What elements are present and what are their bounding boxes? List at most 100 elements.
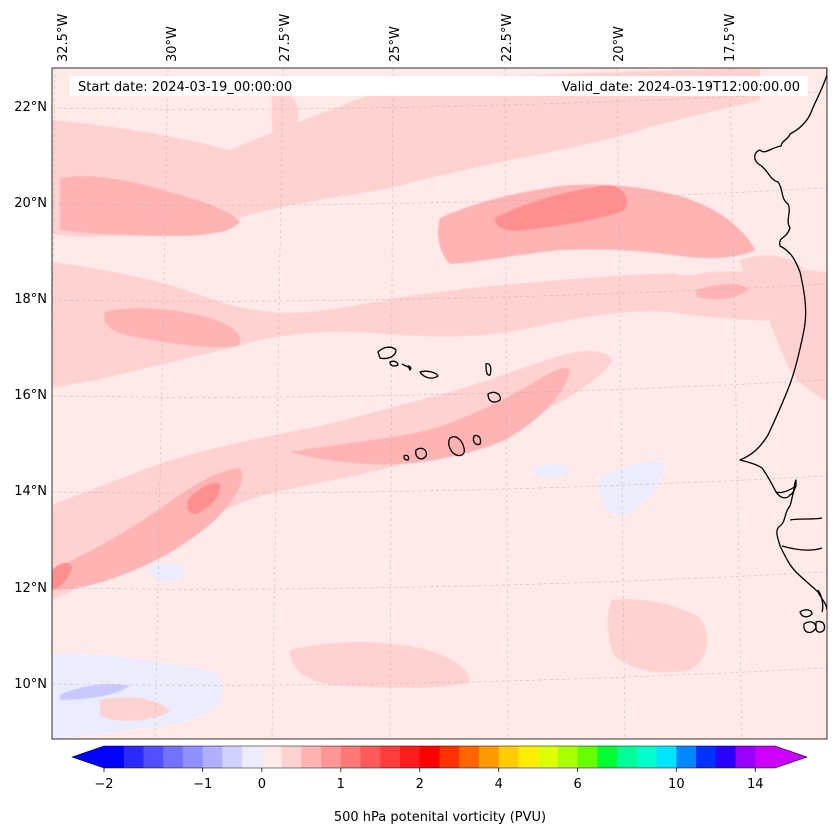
graticule bbox=[52, 68, 827, 739]
colorbar-cell bbox=[617, 746, 638, 768]
island-fogo bbox=[415, 447, 428, 460]
colorbar-cell bbox=[104, 746, 125, 768]
pv-band-nw-blob bbox=[272, 93, 299, 186]
colorbar-cell bbox=[321, 746, 342, 768]
colorbar-tick-label: 10 bbox=[668, 777, 685, 792]
colorbar-tick-label: 4 bbox=[495, 777, 503, 792]
lon-label: 30°W bbox=[165, 26, 180, 62]
pv-band-north bbox=[52, 68, 760, 237]
island-sao-vicente bbox=[389, 360, 399, 367]
island-santo-antao bbox=[377, 346, 397, 360]
colorbar-cell bbox=[597, 746, 618, 768]
lat-label: 18°N bbox=[14, 292, 47, 307]
island-santiago bbox=[448, 436, 465, 457]
lat-label: 14°N bbox=[14, 484, 47, 499]
pv-high-ne-small bbox=[696, 284, 748, 300]
lon-label: 25°W bbox=[388, 26, 403, 62]
colorbar-cell bbox=[478, 746, 500, 768]
pv-low-patch bbox=[530, 464, 572, 478]
bissagos-islands bbox=[799, 609, 813, 618]
colorbar-cells bbox=[104, 746, 776, 768]
lat-label: 20°N bbox=[14, 196, 47, 211]
colorbar: −2 −1 0 1 2 4 6 10 14 500 hPa potenital vorticit… bbox=[71, 745, 808, 825]
lat-label: 10°N bbox=[14, 677, 47, 692]
lat-label: 22°N bbox=[14, 100, 47, 115]
pv-band-mid bbox=[52, 262, 800, 388]
pv-field bbox=[52, 68, 827, 739]
pv-low-patch bbox=[52, 653, 223, 739]
colorbar-cell bbox=[676, 746, 697, 768]
pv-peak-north bbox=[495, 185, 627, 231]
pv-high-north bbox=[60, 175, 240, 236]
lat-label: 12°N bbox=[14, 581, 47, 596]
colorbar-cell bbox=[696, 746, 717, 768]
island-brava bbox=[403, 454, 410, 461]
pv-band-sw bbox=[100, 697, 170, 721]
colorbar-tick-label: 14 bbox=[747, 777, 764, 792]
colorbar-cell bbox=[755, 746, 776, 768]
lat-label: 16°N bbox=[14, 388, 47, 403]
colorbar-cell bbox=[439, 746, 460, 768]
colorbar-cell bbox=[636, 746, 657, 768]
pv-band-jet bbox=[52, 350, 612, 600]
lon-label: 27.5°W bbox=[278, 14, 293, 62]
map-frame bbox=[51, 67, 828, 740]
colorbar-cell bbox=[261, 746, 283, 768]
africa-coastline bbox=[739, 68, 827, 611]
colorbar-cell bbox=[577, 746, 598, 768]
latitude-labels: 22°N 20°N 18°N 16°N 14°N 12°N 10°N bbox=[14, 100, 47, 692]
pv-hole bbox=[672, 262, 710, 276]
valid-date-label: Valid_date: 2024-03-19T12:00:00.00 bbox=[562, 80, 800, 95]
colorbar-cell bbox=[340, 746, 361, 768]
header-box bbox=[70, 76, 808, 96]
pv-high-north-east bbox=[438, 184, 755, 264]
bissagos-islands-3 bbox=[815, 620, 826, 633]
pv-hole bbox=[680, 124, 712, 139]
coastlines bbox=[377, 68, 827, 634]
pv-high-mid bbox=[104, 308, 241, 348]
colorbar-cell bbox=[735, 746, 756, 768]
colorbar-tick-label: −2 bbox=[94, 777, 113, 792]
coast-detail-1 bbox=[789, 517, 823, 521]
pv-hole bbox=[275, 216, 302, 234]
colorbar-cell bbox=[459, 746, 480, 768]
colorbar-ticks: −2 −1 0 1 2 4 6 10 14 bbox=[94, 768, 764, 792]
lon-label: 17.5°W bbox=[723, 14, 738, 62]
colorbar-cell bbox=[360, 746, 381, 768]
pv-low-patch bbox=[148, 562, 185, 582]
island-boa-vista bbox=[487, 391, 501, 403]
colorbar-cell bbox=[498, 746, 519, 768]
coast-detail-3 bbox=[817, 589, 824, 613]
pv-peak-sw bbox=[187, 482, 221, 514]
colorbar-cell bbox=[656, 746, 677, 768]
colorbar-cell bbox=[182, 746, 204, 768]
island-sal bbox=[485, 362, 492, 376]
colorbar-cell bbox=[301, 746, 322, 768]
colorbar-label: 500 hPa potenital vorticity (PVU) bbox=[334, 810, 546, 825]
pv-very-low-patch bbox=[60, 684, 130, 700]
colorbar-tick-label: 1 bbox=[337, 777, 345, 792]
lon-label: 20°W bbox=[612, 26, 627, 62]
colorbar-tick-label: −1 bbox=[193, 777, 212, 792]
colorbar-cell bbox=[242, 746, 263, 768]
colorbar-tick-label: 2 bbox=[416, 777, 424, 792]
colorbar-under-arrow bbox=[72, 746, 104, 768]
colorbar-cell bbox=[202, 746, 223, 768]
colorbar-cell bbox=[281, 746, 302, 768]
coast-detail-2 bbox=[781, 545, 823, 551]
colorbar-over-arrow bbox=[775, 746, 807, 768]
colorbar-cell bbox=[715, 746, 736, 768]
island-santa-luzia bbox=[407, 365, 412, 371]
island-maio bbox=[472, 434, 482, 446]
pv-band-southeast bbox=[607, 599, 707, 673]
colorbar-cell bbox=[222, 746, 243, 768]
pv-high-jet bbox=[290, 367, 570, 465]
lon-label: 22.5°W bbox=[500, 14, 515, 62]
colorbar-cell bbox=[163, 746, 184, 768]
map-panel: Start date: 2024-03-19_00:00:00 Valid_da… bbox=[52, 68, 827, 739]
colorbar-tick-label: 0 bbox=[258, 777, 266, 792]
senegal-inlet bbox=[775, 485, 797, 494]
island-mauritania-coastal bbox=[419, 370, 439, 379]
pv-peak-west bbox=[52, 562, 72, 590]
